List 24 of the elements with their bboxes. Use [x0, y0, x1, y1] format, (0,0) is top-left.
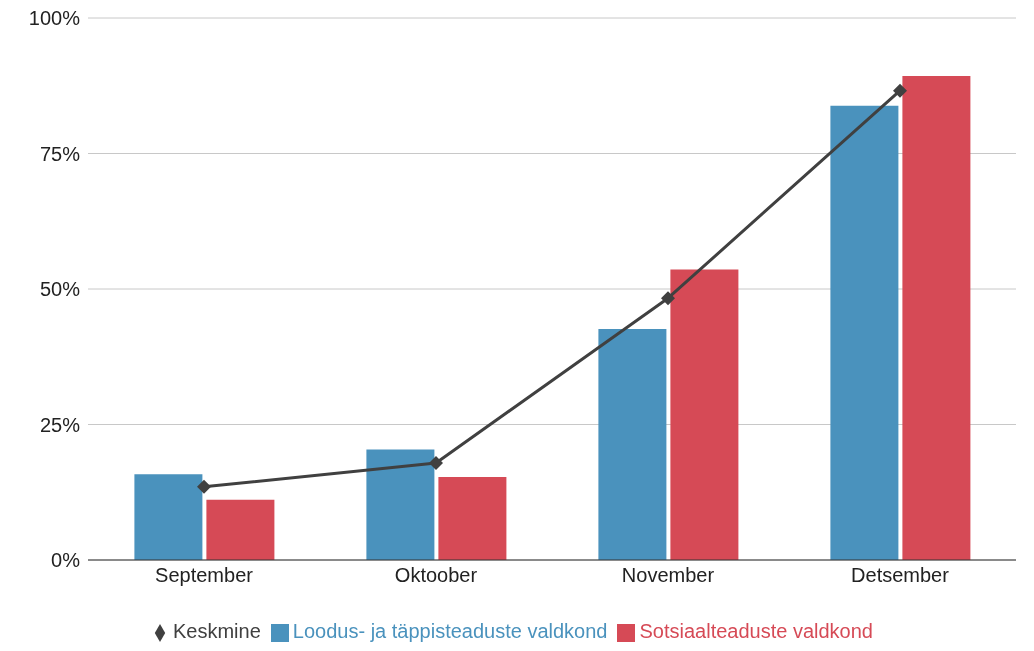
- x-tick-label: September: [155, 564, 254, 587]
- bar: [438, 477, 507, 560]
- x-tick-label: Oktoober: [394, 564, 478, 587]
- point: [893, 83, 907, 98]
- point: [197, 479, 211, 494]
- bar: [206, 499, 275, 560]
- bar: [598, 329, 667, 560]
- y-tick-label: 75%: [39, 142, 81, 165]
- bar: [134, 474, 203, 560]
- y-tick-label: 0%: [51, 549, 81, 572]
- bar: [830, 105, 899, 560]
- x-tick-label: November: [621, 564, 715, 587]
- x-tick-label: Detsember: [851, 564, 950, 587]
- legend-label: Sotsiaalteaduste valdkond: [639, 620, 873, 642]
- legend-label: Keskmine: [173, 620, 261, 642]
- bar: [366, 449, 435, 560]
- y-tick-label: 25%: [39, 413, 81, 436]
- point: [661, 291, 675, 306]
- point: [429, 455, 443, 470]
- y-tick-label: 50%: [39, 278, 81, 301]
- legend-label: Loodus- ja täppisteaduste valdkond: [292, 620, 608, 642]
- bar: [902, 75, 971, 560]
- y-tick-label: 100%: [28, 7, 81, 30]
- bar: [670, 269, 739, 560]
